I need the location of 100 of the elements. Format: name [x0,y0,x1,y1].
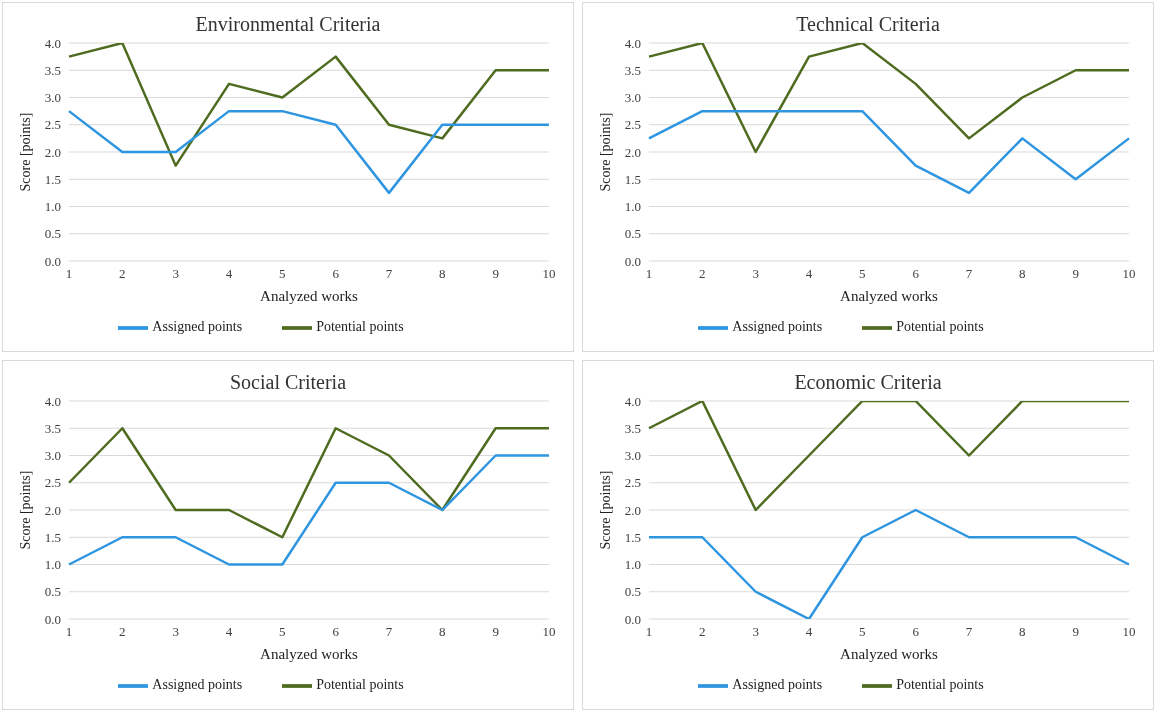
y-axis-title: Score [points] [17,470,33,550]
x-tick-label: 3 [752,266,759,282]
x-tick-label: 9 [1072,624,1079,640]
x-tick-label: 1 [645,266,653,282]
y-tick-label: 0.0 [44,253,61,269]
x-tick-label: 4 [225,266,233,282]
x-tick-label: 4 [225,624,233,640]
y-axis-title: Score [points] [17,112,33,192]
legend-label: Potential points [316,319,404,335]
x-tick-label: 3 [752,624,759,640]
x-tick-label: 7 [965,624,973,640]
x-tick-label: 7 [385,624,393,640]
x-tick-label: 2 [119,266,126,282]
y-tick-label: 3.5 [44,420,61,436]
x-axis-title: Analyzed works [840,646,939,662]
x-tick-label: 5 [859,266,866,282]
y-tick-label: 1.0 [44,199,61,215]
x-tick-label: 5 [279,266,286,282]
y-tick-label: 1.0 [624,199,641,215]
y-tick-label: 2.0 [44,502,61,518]
y-tick-label: 1.5 [624,529,641,545]
x-tick-label: 9 [492,266,499,282]
legend-label: Assigned points [152,319,243,335]
y-tick-label: 0.5 [624,584,641,600]
chart-title: Economic Criteria [794,371,942,393]
x-tick-label: 5 [859,624,866,640]
x-tick-label: 7 [385,266,393,282]
x-axis-title: Analyzed works [260,646,359,662]
line-series [67,43,551,167]
x-tick-label: 1 [65,624,73,640]
y-tick-label: 0.0 [624,253,641,269]
y-tick-label: 3.0 [44,90,61,106]
y-tick-label: 0.5 [44,226,61,242]
y-axis-title: Score [points] [597,112,613,192]
chart-title: Social Criteria [229,371,347,393]
y-tick-label: 2.5 [44,117,61,133]
x-tick-label: 9 [1072,266,1079,282]
legend-label: Assigned points [732,677,823,693]
chart-title: Technical Criteria [796,13,940,35]
legend-label: Assigned points [732,319,823,335]
x-tick-label: 10 [1122,624,1136,640]
x-tick-label: 4 [805,624,813,640]
line-series [647,43,1131,154]
y-tick-label: 1.0 [624,557,641,573]
x-axis-title: Analyzed works [260,288,359,304]
y-tick-label: 4.0 [624,393,641,409]
y-tick-label: 0.0 [624,611,641,627]
x-tick-label: 10 [542,624,556,640]
chart-title: Environmental Criteria [195,13,381,35]
line-series [67,427,551,539]
y-tick-label: 1.5 [44,529,61,545]
x-tick-label: 2 [699,624,706,640]
x-tick-label: 6 [912,624,920,640]
x-tick-label: 10 [1122,266,1136,282]
line-series [67,109,551,195]
y-tick-label: 1.0 [44,557,61,573]
y-tick-label: 3.0 [624,448,641,464]
x-tick-label: 1 [645,624,653,640]
x-tick-label: 6 [332,266,340,282]
y-tick-label: 0.0 [44,611,61,627]
x-tick-label: 8 [1019,266,1026,282]
y-tick-label: 0.5 [44,584,61,600]
legend-label: Assigned points [152,677,243,693]
y-tick-label: 3.0 [624,90,641,106]
y-tick-label: 2.0 [624,502,641,518]
x-tick-label: 4 [805,266,813,282]
y-tick-label: 1.5 [624,171,641,187]
legend-label: Potential points [896,319,984,335]
y-tick-label: 0.5 [624,226,641,242]
y-axis-title: Score [points] [597,470,613,550]
y-tick-label: 2.5 [624,117,641,133]
x-tick-label: 3 [172,266,179,282]
y-tick-label: 4.0 [44,393,61,409]
y-tick-label: 2.5 [44,475,61,491]
line-series [647,508,1131,619]
y-tick-label: 4.0 [44,35,61,51]
y-tick-label: 4.0 [624,35,641,51]
y-tick-label: 3.5 [624,420,641,436]
legend-label: Potential points [896,677,984,693]
y-tick-label: 3.5 [624,62,641,78]
x-tick-label: 10 [542,266,556,282]
x-tick-label: 6 [912,266,920,282]
x-tick-label: 1 [65,266,73,282]
y-tick-label: 2.0 [624,144,641,160]
x-tick-label: 2 [699,266,706,282]
x-tick-label: 8 [1019,624,1026,640]
x-axis-title: Analyzed works [840,288,939,304]
legend-label: Potential points [316,677,404,693]
x-tick-label: 2 [119,624,126,640]
x-tick-label: 9 [492,624,499,640]
y-tick-label: 2.0 [44,144,61,160]
x-tick-label: 8 [439,624,446,640]
line-series [647,109,1131,195]
line-series [647,401,1131,512]
y-tick-label: 3.0 [44,448,61,464]
y-tick-label: 3.5 [44,62,61,78]
x-tick-label: 8 [439,266,446,282]
x-tick-label: 7 [965,266,973,282]
y-tick-label: 1.5 [44,171,61,187]
y-tick-label: 2.5 [624,475,641,491]
